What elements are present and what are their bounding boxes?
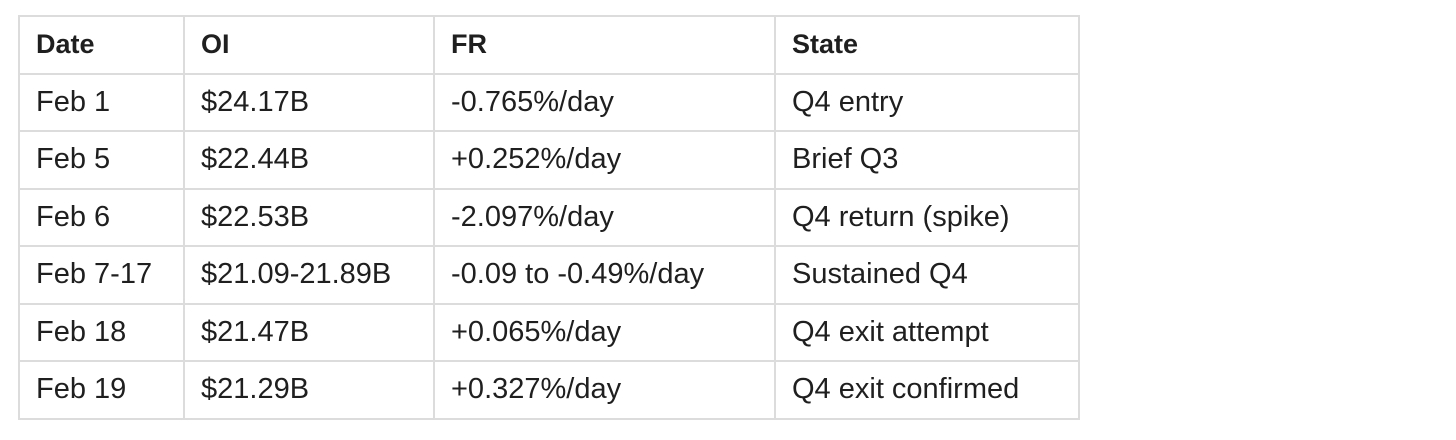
table-cell: Feb 5 xyxy=(18,130,185,190)
table-cell: Q4 entry xyxy=(774,72,1080,132)
table-cell: -0.765%/day xyxy=(433,72,776,132)
table-cell: Q4 return (spike) xyxy=(774,187,1080,247)
table-cell: $22.53B xyxy=(183,187,435,247)
table-cell: +0.252%/day xyxy=(433,130,776,190)
table-cell: Brief Q3 xyxy=(774,130,1080,190)
table-row: Feb 7-17 $21.09-21.89B -0.09 to -0.49%/day… xyxy=(18,245,1080,305)
table-cell: -0.09 to -0.49%/day xyxy=(433,245,776,305)
table-row: Feb 5 $22.44B +0.252%/day Brief Q3 xyxy=(18,130,1080,190)
header-cell: FR xyxy=(433,15,776,75)
table-cell: Sustained Q4 xyxy=(774,245,1080,305)
table-row: Feb 18 $21.47B +0.065%/day Q4 exit attempt xyxy=(18,302,1080,362)
table-cell: $24.17B xyxy=(183,72,435,132)
table-row: Feb 6 $22.53B -2.097%/day Q4 return (spike) xyxy=(18,187,1080,247)
table-row: Feb 1 $24.17B -0.765%/day Q4 entry xyxy=(18,72,1080,132)
table-cell: Q4 exit confirmed xyxy=(774,360,1080,420)
table-cell: $21.47B xyxy=(183,302,435,362)
table-cell: +0.327%/day xyxy=(433,360,776,420)
table-cell: Feb 6 xyxy=(18,187,185,247)
table-body: Feb 1 $24.17B -0.765%/day Q4 entry Feb 5 $22.… xyxy=(18,72,1080,420)
table-cell: Feb 7-17 xyxy=(18,245,185,305)
table-cell: Feb 19 xyxy=(18,360,185,420)
table-cell: $21.09-21.89B xyxy=(183,245,435,305)
header-cell: Date xyxy=(18,15,185,75)
table-cell: $22.44B xyxy=(183,130,435,190)
table-cell: Feb 18 xyxy=(18,302,185,362)
table-cell: $21.29B xyxy=(183,360,435,420)
table-cell: -2.097%/day xyxy=(433,187,776,247)
table-cell: Q4 exit attempt xyxy=(774,302,1080,362)
header-cell: OI xyxy=(183,15,435,75)
table-cell: +0.065%/day xyxy=(433,302,776,362)
header-cell: State xyxy=(774,15,1080,75)
table-cell: Feb 1 xyxy=(18,72,185,132)
table-row: Feb 19 $21.29B +0.327%/day Q4 exit confirme… xyxy=(18,360,1080,420)
header-row: Date OI FR State xyxy=(18,15,1080,75)
data-table: Date OI FR State Feb 1 $24.17B -0.765%/day Q4 … xyxy=(18,15,1080,420)
